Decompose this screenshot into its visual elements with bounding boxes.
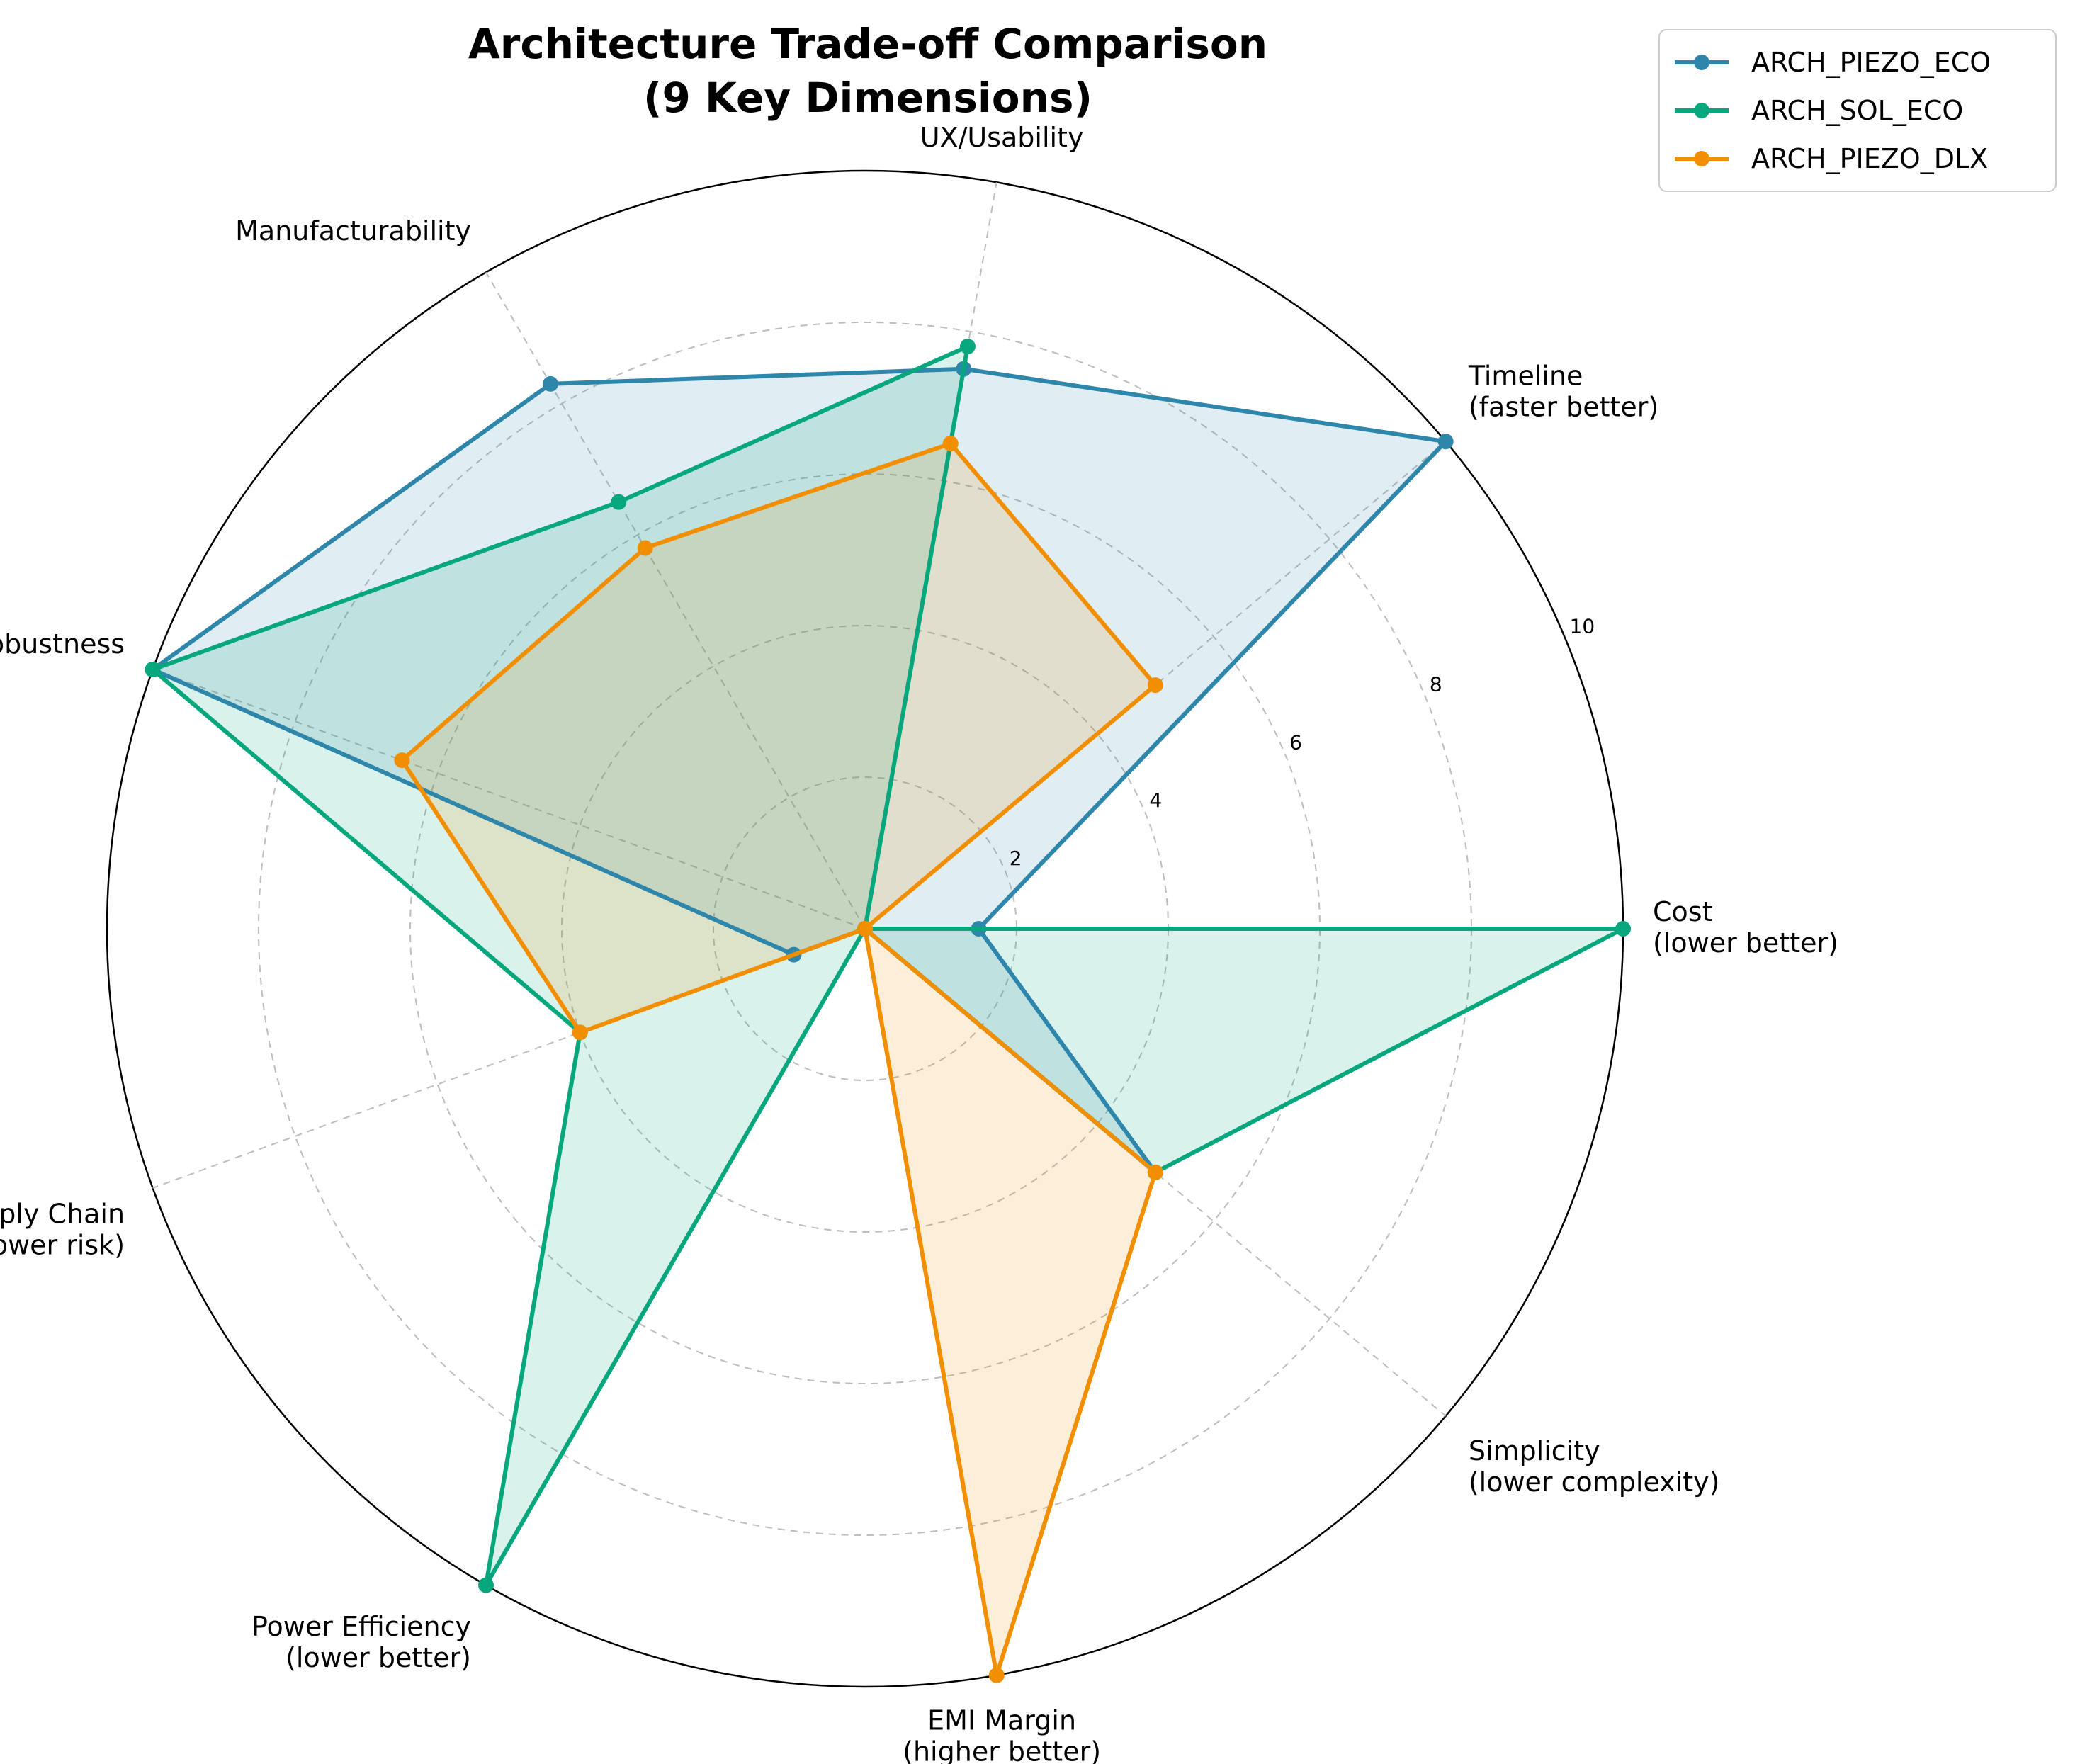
- axis-label-line: UX/Usability: [920, 122, 1084, 153]
- axis-label-line: (lower better): [286, 1642, 471, 1673]
- data-point-arch_sol_eco: [478, 1577, 494, 1593]
- axis-labels: Cost (lower better)Timeline (faster better…: [0, 122, 1838, 1764]
- data-point-arch_piezo_dlx: [572, 1024, 588, 1041]
- grid-spoke: [152, 928, 866, 1189]
- axis-label-line: (higher better): [903, 1736, 1101, 1764]
- axis-label: Cost (lower better): [1653, 896, 1838, 959]
- axis-label-line: (lower risk): [0, 1230, 125, 1261]
- legend-marker: [1694, 103, 1709, 118]
- axis-label-line: EMI Margin: [927, 1704, 1076, 1736]
- data-point-arch_sol_eco: [959, 339, 976, 355]
- radial-tick-label: 2: [1010, 847, 1022, 870]
- radial-tick-label: 4: [1149, 788, 1162, 812]
- legend-label: ARCH_PIEZO_ECO: [1751, 47, 1991, 78]
- radial-tick-labels: 2 4 6 8 10: [1010, 615, 1595, 871]
- radar-series: [145, 339, 1631, 1683]
- data-point-arch_sol_eco: [145, 662, 161, 678]
- data-point-arch_piezo_dlx: [857, 921, 873, 937]
- axis-label-line: (faster better): [1469, 391, 1658, 422]
- axis-label-line: (lower complexity): [1469, 1466, 1720, 1498]
- axis-label-line: Power Efficiency: [251, 1611, 471, 1642]
- axis-label: Timeline (faster better): [1468, 360, 1658, 422]
- radial-tick-label: 10: [1570, 615, 1595, 638]
- series-fill-arch_piezo_dlx: [402, 443, 1155, 1675]
- axis-label: Manufacturability: [235, 215, 471, 247]
- radial-tick-label: 8: [1430, 672, 1442, 696]
- series-fill-arch_piezo_eco: [152, 368, 1446, 1172]
- axis-label-line: Cost: [1653, 896, 1712, 927]
- legend-marker: [1694, 55, 1709, 70]
- chart-title-line-1: Architecture Trade-off Comparison: [468, 20, 1267, 68]
- axis-label: Supply Chain(lower risk): [0, 1199, 125, 1261]
- legend-marker: [1694, 151, 1709, 166]
- legend-item: ARCH_PIEZO_ECO: [1675, 47, 1991, 78]
- series-line-arch_piezo_dlx: [400, 441, 1158, 1678]
- grid-spoke: [864, 928, 1447, 1417]
- chart-title-line-2: (9 Key Dimensions): [643, 74, 1092, 122]
- data-point-arch_sol_eco: [1615, 921, 1631, 937]
- axis-label: Robustness: [0, 628, 125, 660]
- data-point-arch_piezo_dlx: [1147, 1164, 1163, 1180]
- axis-label-line: Supply Chain: [0, 1199, 125, 1230]
- axis-label-line: Timeline: [1468, 360, 1583, 391]
- axis-label: Simplicity (lower complexity): [1469, 1435, 1720, 1498]
- data-point-arch_piezo_eco: [542, 375, 558, 392]
- legend-item: ARCH_PIEZO_DLX: [1675, 143, 1988, 174]
- data-point-arch_piezo_dlx: [1147, 677, 1163, 694]
- axis-label: UX/Usability: [920, 122, 1084, 153]
- grid-spoke: [864, 182, 997, 929]
- legend-label: ARCH_SOL_ECO: [1751, 95, 1963, 126]
- axis-label-line: Simplicity: [1469, 1435, 1600, 1466]
- axis-label: EMI Margin (higher better): [903, 1704, 1101, 1764]
- axis-label: Power Efficiency (lower better): [251, 1611, 471, 1673]
- data-point-arch_sol_eco: [611, 494, 627, 510]
- data-point-arch_piezo_dlx: [637, 540, 653, 556]
- legend-label: ARCH_PIEZO_DLX: [1751, 143, 1988, 174]
- radial-tick-label: 6: [1289, 730, 1302, 754]
- data-point-arch_piezo_dlx: [942, 436, 959, 452]
- chart-title: Architecture Trade-off Comparison (9 Key…: [468, 20, 1267, 122]
- grid-spoke: [152, 669, 866, 929]
- axis-label-line: (lower better): [1653, 927, 1838, 959]
- data-point-arch_piezo_eco: [1437, 434, 1454, 450]
- legend-frame: [1658, 29, 2057, 192]
- data-point-arch_piezo_dlx: [988, 1667, 1005, 1683]
- legend-item: ARCH_SOL_ECO: [1675, 95, 1963, 126]
- legend: ARCH_PIEZO_ECO ARCH_SOL_ECO ARCH_PIEZO_DLX: [1658, 29, 2057, 192]
- axis-label-line: Manufacturability: [235, 215, 471, 247]
- grid-spoke: [864, 441, 1447, 929]
- axis-label-line: Robustness: [0, 628, 125, 660]
- data-point-arch_piezo_dlx: [394, 752, 410, 769]
